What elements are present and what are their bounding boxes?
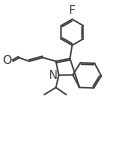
- Text: O: O: [3, 55, 12, 67]
- Text: N: N: [48, 69, 57, 82]
- Text: F: F: [69, 4, 75, 17]
